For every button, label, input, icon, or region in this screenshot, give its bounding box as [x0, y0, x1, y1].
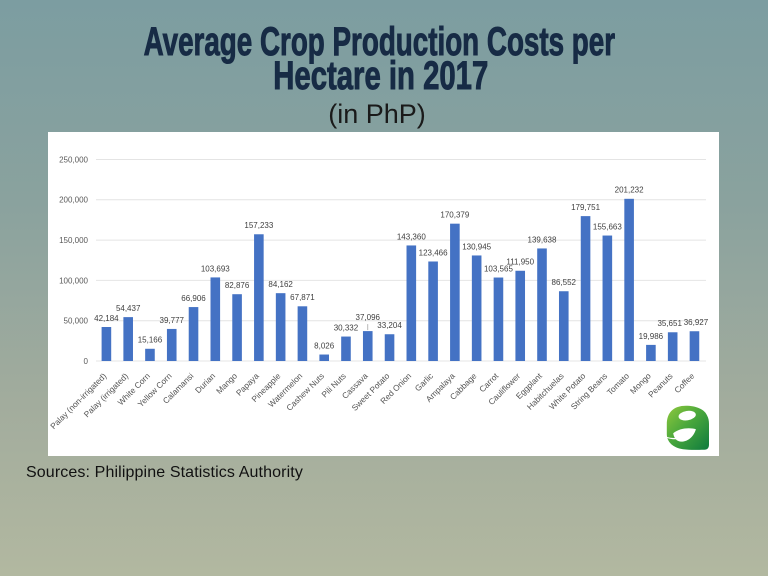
svg-text:42,184: 42,184 [94, 314, 119, 323]
svg-text:155,663: 155,663 [593, 222, 622, 231]
svg-text:35,651: 35,651 [657, 319, 682, 328]
svg-text:86,552: 86,552 [552, 278, 577, 287]
svg-text:123,466: 123,466 [419, 248, 448, 257]
svg-text:37,096: 37,096 [356, 313, 381, 322]
svg-text:150,000: 150,000 [59, 236, 88, 245]
svg-text:250,000: 250,000 [59, 155, 88, 164]
svg-text:100,000: 100,000 [59, 276, 88, 285]
svg-text:Tomato: Tomato [605, 371, 632, 398]
svg-text:39,777: 39,777 [160, 316, 185, 325]
svg-text:103,565: 103,565 [484, 264, 513, 273]
svg-text:30,332: 30,332 [334, 323, 359, 332]
svg-text:67,871: 67,871 [290, 293, 315, 302]
svg-text:84,162: 84,162 [268, 280, 293, 289]
svg-text:179,751: 179,751 [571, 203, 600, 212]
svg-text:0: 0 [84, 357, 89, 366]
svg-text:33,204: 33,204 [377, 321, 402, 330]
svg-text:8,026: 8,026 [314, 341, 335, 350]
svg-text:Durian: Durian [193, 371, 218, 396]
svg-text:111,950: 111,950 [506, 258, 534, 267]
svg-text:Peanuts: Peanuts [646, 371, 675, 400]
svg-text:54,437: 54,437 [116, 304, 141, 313]
svg-text:201,232: 201,232 [615, 186, 644, 195]
svg-text:170,379: 170,379 [440, 211, 469, 220]
svg-text:103,693: 103,693 [201, 264, 230, 273]
svg-text:130,945: 130,945 [462, 242, 491, 251]
svg-text:19,986: 19,986 [639, 332, 664, 341]
svg-text:139,638: 139,638 [528, 235, 557, 244]
svg-text:200,000: 200,000 [59, 196, 88, 205]
svg-text:15,166: 15,166 [138, 336, 163, 345]
svg-text:66,906: 66,906 [181, 294, 206, 303]
svg-text:157,233: 157,233 [244, 221, 273, 230]
svg-text:36,927: 36,927 [684, 318, 709, 327]
svg-text:82,876: 82,876 [225, 281, 250, 290]
svg-text:Coffee: Coffee [672, 371, 697, 396]
svg-text:143,360: 143,360 [397, 232, 426, 241]
svg-text:50,000: 50,000 [64, 317, 89, 326]
